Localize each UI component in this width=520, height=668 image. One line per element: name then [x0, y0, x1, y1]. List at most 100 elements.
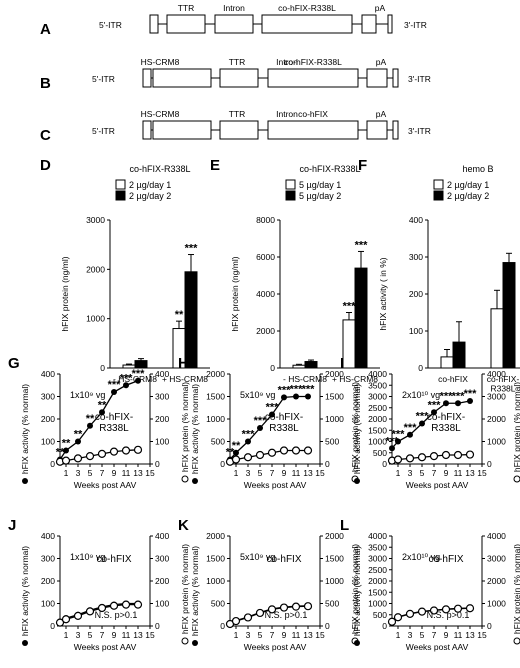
- x-tick-label: 5: [420, 468, 425, 478]
- left-y-tick-label: 2000: [206, 531, 225, 541]
- protein-point: [291, 446, 301, 455]
- left-y-axis-label: hFIX activity (% normal): [352, 546, 362, 636]
- y-tick-label: 0: [100, 363, 105, 373]
- protein-point: [121, 446, 131, 455]
- activity-point: [293, 393, 299, 400]
- significance-mark: ***: [386, 435, 400, 447]
- bar: [502, 262, 516, 369]
- construct-element-box: [149, 14, 159, 34]
- protein-point: [109, 601, 119, 610]
- significance-mark: ***: [132, 368, 146, 380]
- construct-label-line: co-hFIX-: [95, 412, 133, 423]
- panel-label-J: J: [8, 517, 16, 534]
- construct-element-box: [219, 120, 259, 140]
- x-tick-label: 13: [133, 468, 143, 478]
- protein-point: [55, 618, 65, 627]
- x-tick-label: 13: [303, 468, 313, 478]
- activity-point: [443, 400, 449, 407]
- right-y-tick-label: 4000: [487, 369, 506, 379]
- x-tick-label: 15: [145, 468, 155, 478]
- x-axis-label: Weeks post AAV: [74, 642, 137, 652]
- right-y-tick-label: 100: [155, 437, 169, 447]
- right-y-tick-label: 100: [155, 599, 169, 609]
- left-y-tick-label: 1000: [368, 599, 387, 609]
- activity-point: [431, 409, 437, 416]
- chart-title: co-hFIX-R338L: [129, 164, 190, 174]
- activity-point: [63, 447, 69, 454]
- y-tick-label: 3000: [86, 215, 105, 225]
- construct-element-label: Intron: [276, 57, 298, 67]
- protein-legend-dot: [181, 475, 189, 483]
- left-y-tick-label: 200: [41, 576, 55, 586]
- construct-B: B 5'-ITR 3'-ITR HS-CRM8 TTR Intronco-hFIX-R33…: [40, 57, 431, 92]
- left-y-tick-label: 500: [373, 448, 387, 458]
- protein-point: [255, 450, 265, 460]
- protein-point: [417, 453, 427, 462]
- significance-mark: ***: [302, 384, 316, 396]
- left-y-tick-label: 2000: [206, 369, 225, 379]
- legend-label: 2 µg/day 1: [129, 180, 171, 190]
- dose-label: 2x10¹⁰ vg: [402, 390, 440, 400]
- construct-element-box: [361, 14, 377, 34]
- significance-mark: ***: [416, 411, 430, 423]
- significance-mark: ***: [464, 388, 478, 400]
- activity-legend-dot: [354, 478, 360, 484]
- protein-point: [73, 611, 83, 620]
- dose-label: 1x10⁹ vg: [70, 552, 105, 562]
- protein-point: [267, 448, 277, 457]
- construct-element-label: co-hFIX: [298, 109, 328, 119]
- x-axis-label: Weeks post AAV: [244, 480, 307, 490]
- y-axis-label: hFIX activity ( in %): [378, 257, 388, 330]
- right-y-tick-label: 500: [325, 437, 339, 447]
- construct-element-box: [392, 68, 399, 88]
- activity-legend-dot: [354, 640, 360, 646]
- activity-point: [111, 389, 117, 395]
- right-y-tick-label: 300: [155, 392, 169, 402]
- protein-point: [231, 455, 241, 464]
- right-y-tick-label: 0: [487, 621, 492, 631]
- construct-label-line: R338L: [269, 423, 299, 434]
- dose-label: 2x10¹⁰ vg: [402, 552, 440, 562]
- activity-point: [389, 445, 395, 452]
- x-tick-label: 5: [88, 468, 93, 478]
- protein-point: [387, 617, 397, 626]
- y-tick-label: 400: [409, 215, 423, 225]
- y-tick-label: 2000: [256, 326, 275, 336]
- x-tick-label: 7: [270, 468, 275, 478]
- protein-point: [97, 449, 107, 458]
- x-tick-label: 15: [315, 630, 325, 640]
- significance-mark: **: [62, 438, 71, 450]
- activity-point: [257, 425, 263, 431]
- bar: [292, 364, 306, 369]
- legend-swatch: [433, 179, 444, 190]
- protein-legend-dot: [181, 637, 189, 645]
- right-y-tick-label: 2000: [487, 576, 506, 586]
- x-tick-label: 9: [444, 630, 449, 640]
- left-y-tick-label: 0: [382, 459, 387, 469]
- right-y-tick-label: 1500: [325, 554, 344, 564]
- x-tick-label: 7: [432, 468, 437, 478]
- y-tick-label: 300: [409, 252, 423, 262]
- protein-point: [429, 452, 439, 461]
- panel-label-H: H: [178, 355, 189, 372]
- x-tick-label: 15: [477, 468, 487, 478]
- left-y-tick-label: 2500: [368, 565, 387, 575]
- panel-label-I: I: [340, 355, 344, 372]
- y-tick-label: 0: [418, 363, 423, 373]
- activity-point: [123, 382, 129, 389]
- protein-point: [279, 603, 289, 612]
- bar: [342, 319, 356, 369]
- activity-point: [87, 422, 93, 429]
- panel-label-L: L: [340, 517, 349, 534]
- x-tick-label: 1: [396, 630, 401, 640]
- left-y-tick-label: 3500: [368, 542, 387, 552]
- right-y-tick-label: 1000: [325, 576, 344, 586]
- right-y-tick-label: 1000: [487, 599, 506, 609]
- right-y-axis-label: hFIX protein (% normal): [180, 544, 190, 634]
- significance-mark: **: [86, 413, 95, 425]
